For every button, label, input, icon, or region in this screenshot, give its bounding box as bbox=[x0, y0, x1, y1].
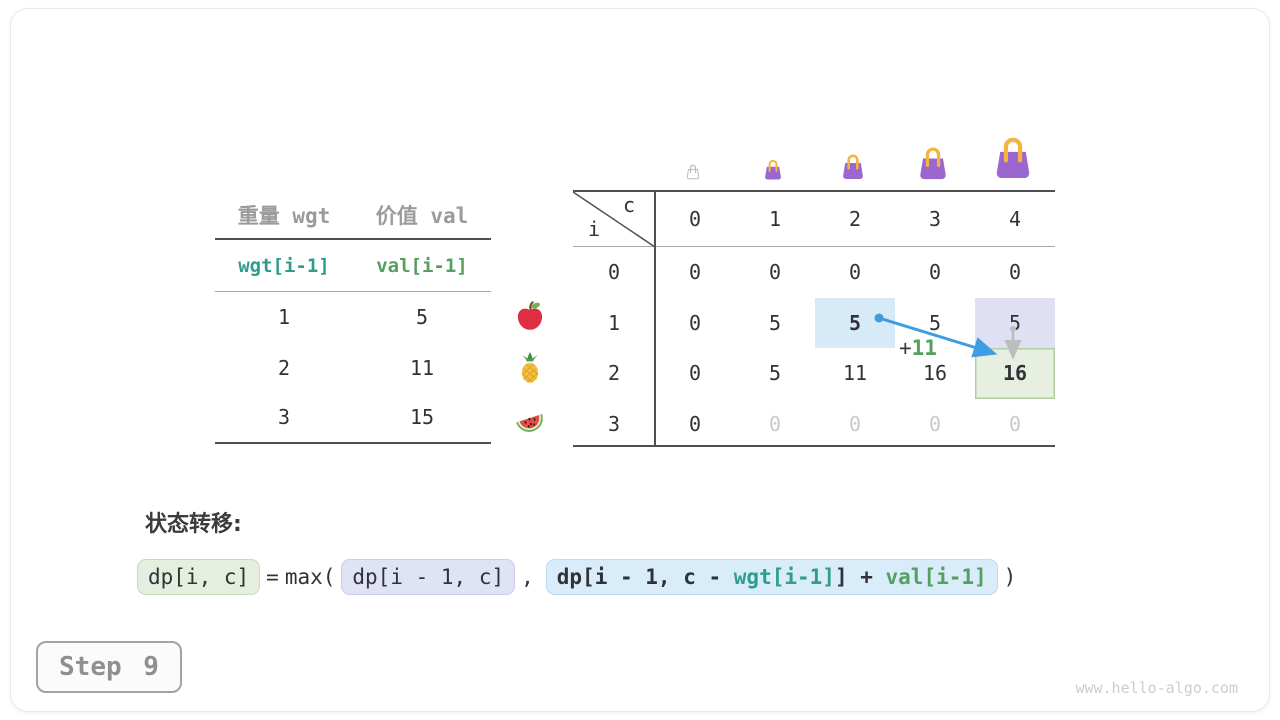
dp-cell-0-1: 0 bbox=[768, 260, 782, 285]
items-table-index-row: wgt[i-1] val[i-1] bbox=[215, 240, 491, 292]
item-1-weight: 1 bbox=[277, 305, 291, 330]
watermark: www.hello-algo.com bbox=[1075, 679, 1238, 697]
dp-row-header-1: 1 bbox=[607, 310, 621, 335]
wgt-index-label: wgt[i-1] bbox=[238, 254, 330, 277]
bag-small-icon bbox=[765, 159, 781, 180]
apple-icon bbox=[517, 301, 543, 330]
dp-cell-3-2: 0 bbox=[848, 411, 862, 436]
dp-skip-term: dp[i - 1, c] bbox=[341, 559, 516, 595]
col-variable-label: c bbox=[622, 193, 635, 217]
dp-cell-0-0: 0 bbox=[688, 260, 702, 285]
val-index-label: val[i-1] bbox=[376, 254, 468, 277]
dp-col-header-3: 3 bbox=[895, 192, 975, 247]
take-term-wgt: wgt[i-1] bbox=[733, 565, 835, 589]
state-transition-label: 状态转移: bbox=[145, 512, 242, 537]
dp-table-vertical-divider bbox=[654, 190, 656, 447]
dp-col-header-1: 1 bbox=[735, 192, 815, 247]
dp-row-header-3: 3 bbox=[607, 411, 621, 436]
dp-cell-2-4-target: 16 bbox=[975, 348, 1055, 399]
dp-col-header-0: 0 bbox=[655, 192, 735, 247]
item-2-weight: 2 bbox=[277, 355, 291, 380]
take-term-prefix: dp[i - 1, c - bbox=[556, 565, 734, 589]
dp-cell-2-3: 16 bbox=[922, 361, 948, 386]
dp-cell-3-3: 0 bbox=[928, 411, 942, 436]
dp-cell-1-0: 0 bbox=[688, 310, 702, 335]
item-2-value: 11 bbox=[409, 355, 435, 380]
item-3-value: 15 bbox=[409, 405, 435, 430]
dp-col-header-2: 2 bbox=[815, 192, 895, 247]
dp-cell-0-3: 0 bbox=[928, 260, 942, 285]
items-table-header: 重量 wgt 价值 val bbox=[215, 192, 491, 240]
close-paren: ) bbox=[1003, 565, 1017, 589]
bag-xlarge-icon bbox=[996, 137, 1030, 179]
watermelon-icon bbox=[516, 414, 543, 432]
take-term-mid: ] + bbox=[834, 565, 886, 589]
take-term-val: val[i-1] bbox=[885, 565, 987, 589]
dp-corner-cell: c i bbox=[573, 192, 655, 247]
item-row-1: 1 5 bbox=[215, 292, 491, 343]
max-function: max( bbox=[284, 565, 336, 589]
item-row-3: 3 15 bbox=[215, 393, 491, 444]
item-1-value: 5 bbox=[415, 305, 429, 330]
weight-header: 重量 wgt bbox=[237, 204, 331, 228]
dp-cell-0-4: 0 bbox=[1008, 260, 1022, 285]
dp-table: c i 0 1 2 3 4 0 0 0 0 0 0 1 0 5 5 5 5 2 … bbox=[573, 190, 1055, 447]
dp-cell-2-2: 11 bbox=[842, 361, 868, 386]
dp-cell-0-2: 0 bbox=[848, 260, 862, 285]
items-table: 重量 wgt 价值 val wgt[i-1] val[i-1] 1 5 2 11… bbox=[215, 192, 491, 444]
dp-col-header-4: 4 bbox=[975, 192, 1055, 247]
add-value-annotation: +11 bbox=[899, 336, 937, 360]
comma-separator: , bbox=[521, 565, 534, 589]
state-transition-formula: dp[i, c] = max( dp[i - 1, c] , dp[i - 1,… bbox=[137, 559, 1022, 595]
dp-cell-3-4: 0 bbox=[1008, 411, 1022, 436]
equals-sign: = bbox=[266, 565, 279, 589]
plus-sign: + bbox=[899, 336, 912, 360]
dp-cell-2-0: 0 bbox=[688, 361, 702, 386]
value-header: 价值 val bbox=[375, 204, 469, 228]
bag-medium-icon bbox=[843, 154, 863, 179]
bag-large-icon bbox=[920, 147, 946, 180]
dp-cell-3-1: 0 bbox=[768, 411, 782, 436]
dp-cell-1-4-compare: 5 bbox=[975, 297, 1055, 348]
dp-row-header-2: 2 bbox=[607, 361, 621, 386]
dp-take-term: dp[i - 1, c - wgt[i-1]] + val[i-1] bbox=[545, 559, 998, 595]
dp-row-header-0: 0 bbox=[607, 260, 621, 285]
pineapple-icon bbox=[521, 351, 539, 383]
dp-cell-2-1: 5 bbox=[768, 361, 782, 386]
dp-current-term: dp[i, c] bbox=[137, 559, 261, 595]
dp-cell-3-0: 0 bbox=[688, 411, 702, 436]
row-variable-label: i bbox=[588, 217, 601, 241]
dp-cell-1-2-source: 5 bbox=[815, 297, 895, 348]
item-3-weight: 3 bbox=[277, 405, 291, 430]
item-row-2: 2 11 bbox=[215, 343, 491, 394]
bag-outline-icon bbox=[686, 164, 700, 180]
step-badge: Step 9 bbox=[36, 641, 182, 693]
dp-cell-1-1: 5 bbox=[768, 310, 782, 335]
added-value: 11 bbox=[911, 336, 937, 360]
